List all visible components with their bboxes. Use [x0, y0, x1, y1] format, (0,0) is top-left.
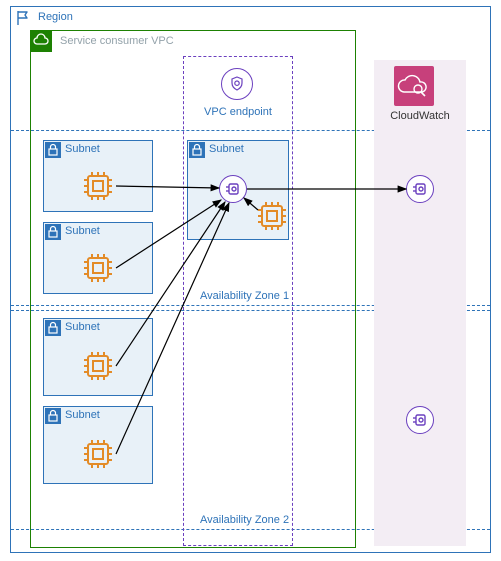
lock-icon: [188, 141, 206, 159]
chip-icon: [80, 436, 116, 472]
cloudwatch-column: [374, 60, 466, 546]
chip-icon: [80, 348, 116, 384]
cloud-icon: [30, 30, 52, 52]
diagram-canvas: Region Service consumer VPC VPC endpoint…: [0, 0, 501, 561]
vpc-endpoint-label: VPC endpoint: [183, 106, 293, 118]
flag-icon: [14, 9, 32, 27]
vpc-label: Service consumer VPC: [60, 35, 174, 47]
network-interface-icon: [219, 175, 247, 203]
cloudwatch-label: CloudWatch: [374, 110, 466, 122]
shield-icon: [221, 68, 253, 100]
network-interface-icon: [406, 175, 434, 203]
az2-label: Availability Zone 2: [200, 514, 289, 526]
lock-icon: [44, 223, 62, 241]
az1-label: Availability Zone 1: [200, 290, 289, 302]
lock-icon: [44, 141, 62, 159]
region-label: Region: [38, 11, 73, 23]
subnet-label: Subnet: [65, 143, 100, 155]
chip-icon: [80, 168, 116, 204]
lock-icon: [44, 319, 62, 337]
subnet-label: Subnet: [65, 321, 100, 333]
network-interface-icon: [406, 406, 434, 434]
subnet-label: Subnet: [209, 143, 244, 155]
cloudwatch-icon: [394, 66, 434, 106]
chip-icon: [254, 198, 290, 234]
subnet-label: Subnet: [65, 225, 100, 237]
lock-icon: [44, 407, 62, 425]
subnet-label: Subnet: [65, 409, 100, 421]
chip-icon: [80, 250, 116, 286]
